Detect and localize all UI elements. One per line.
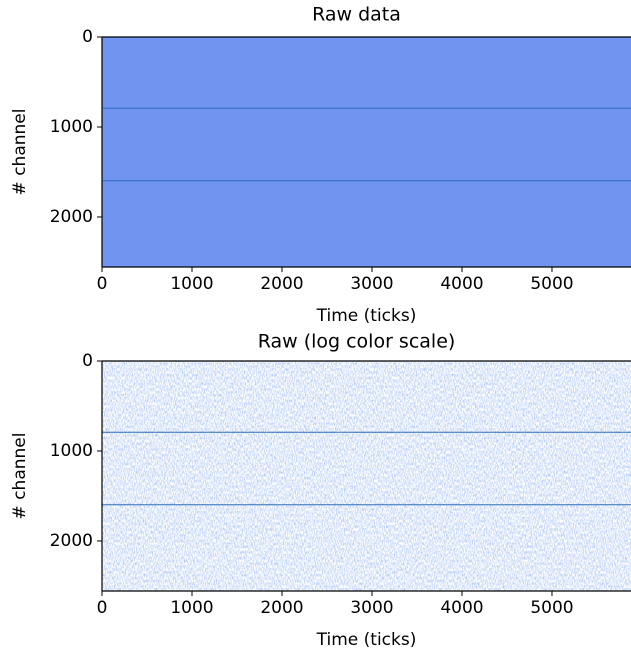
x-tick-label: 1000 <box>170 598 213 618</box>
x-tick-label: 5000 <box>530 598 573 618</box>
y-axis-label: # channel <box>10 109 30 196</box>
y-tick-label: 1000 <box>50 117 93 137</box>
y-tick-label: 1000 <box>50 441 93 461</box>
x-tick-label: 0 <box>97 274 108 294</box>
x-axis-label: Time (ticks) <box>316 630 417 650</box>
x-tick-label: 3000 <box>350 598 393 618</box>
y-tick-label: 0 <box>82 351 93 371</box>
x-tick-label: 3000 <box>350 274 393 294</box>
x-tick-label: 0 <box>97 598 108 618</box>
x-tick-label: 2000 <box>260 274 303 294</box>
heatmap-image <box>102 361 631 591</box>
y-tick-label: 2000 <box>50 531 93 551</box>
x-tick-label: 1000 <box>170 274 213 294</box>
x-tick-label: 2000 <box>260 598 303 618</box>
x-tick-label: 4000 <box>440 598 483 618</box>
heatmap-background <box>102 37 631 267</box>
heatmap-image <box>102 37 631 267</box>
y-tick-label: 0 <box>82 27 93 47</box>
chart-title: Raw (log color scale) <box>258 331 456 353</box>
y-axis-label: # channel <box>10 433 30 520</box>
chart-title: Raw data <box>312 4 401 26</box>
heatmap-speckle <box>102 361 631 591</box>
x-tick-label: 4000 <box>440 274 483 294</box>
x-axis-label: Time (ticks) <box>316 306 417 326</box>
y-tick-label: 2000 <box>50 207 93 227</box>
x-tick-label: 5000 <box>530 274 573 294</box>
